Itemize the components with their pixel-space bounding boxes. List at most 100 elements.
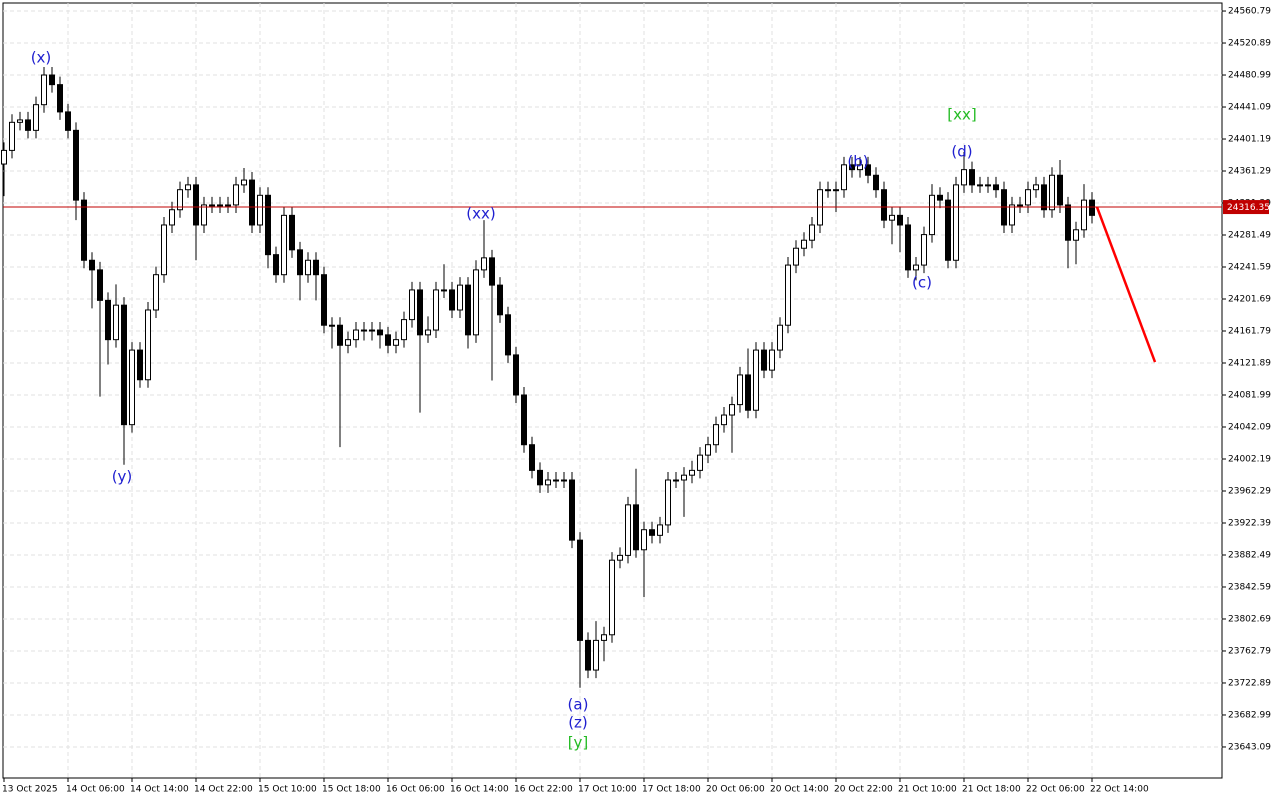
candle-body xyxy=(849,164,855,171)
candle-body xyxy=(425,329,431,336)
candle-body xyxy=(1057,174,1063,206)
candle-body xyxy=(553,479,559,482)
candle-body xyxy=(305,259,311,276)
candle-body xyxy=(673,479,679,482)
candle-body xyxy=(689,469,695,476)
candle-body xyxy=(321,274,327,326)
candle-body xyxy=(401,319,407,341)
candle-body xyxy=(49,74,55,86)
candle-body xyxy=(753,349,759,411)
candle-body xyxy=(721,414,727,426)
candle-body xyxy=(729,404,735,416)
x-tick-label: 16 Oct 22:00 xyxy=(514,785,573,795)
wave-label: (y) xyxy=(112,468,133,486)
x-tick-label: 16 Oct 06:00 xyxy=(386,785,445,795)
candle-body xyxy=(577,539,583,641)
y-tick-label: 23842.59 xyxy=(1228,582,1271,592)
candle-body xyxy=(633,504,639,551)
last-price-box xyxy=(1223,200,1269,215)
y-tick-label: 23922.39 xyxy=(1228,518,1271,528)
candle-body xyxy=(41,74,47,106)
candle-body xyxy=(1049,174,1055,211)
candle-body xyxy=(89,259,95,271)
candle-body xyxy=(497,284,503,316)
candle-body xyxy=(681,474,687,481)
candle-body xyxy=(225,204,231,207)
candle-body xyxy=(657,524,663,536)
candle-body xyxy=(977,184,983,187)
candle-body xyxy=(969,169,975,186)
candle-body xyxy=(825,189,831,192)
candle-body xyxy=(625,504,631,556)
candle-body xyxy=(441,289,447,292)
forecast-line xyxy=(1095,206,1157,363)
candle-body xyxy=(473,269,479,336)
y-tick-label: 24401.19 xyxy=(1228,135,1271,145)
candle-body xyxy=(745,374,751,411)
candle-body xyxy=(489,257,495,286)
plot-frame xyxy=(2,2,1223,779)
candle-body xyxy=(241,179,247,186)
candle-body xyxy=(417,289,423,336)
x-tick-label: 20 Oct 06:00 xyxy=(706,785,765,795)
x-tick-label: 14 Oct 06:00 xyxy=(66,785,125,795)
candle-body xyxy=(201,204,207,226)
candle-body xyxy=(97,269,103,301)
candle-body xyxy=(193,184,199,226)
x-tick-label: 20 Oct 14:00 xyxy=(770,785,829,795)
candle-body xyxy=(185,184,191,191)
wave-label: (x) xyxy=(31,49,52,67)
candle-body xyxy=(281,214,287,276)
candle-body xyxy=(569,479,575,541)
y-tick-label: 23802.69 xyxy=(1228,614,1271,624)
y-tick-label: 23762.79 xyxy=(1228,646,1271,656)
candle-body xyxy=(457,284,463,311)
candle-body xyxy=(313,259,319,276)
y-tick-label: 24042.09 xyxy=(1228,422,1271,432)
candle-body xyxy=(369,329,375,332)
candle-body xyxy=(921,234,927,266)
candle-body xyxy=(1065,204,1071,241)
x-tick-label: 22 Oct 06:00 xyxy=(1026,785,1085,795)
candle-body xyxy=(713,424,719,446)
candle-body xyxy=(161,224,167,276)
candle-body xyxy=(857,164,863,171)
candle-body xyxy=(273,254,279,276)
candle-body xyxy=(913,264,919,271)
candle-body xyxy=(841,164,847,191)
y-tick-label: 24281.49 xyxy=(1228,231,1271,241)
candle-body xyxy=(65,111,71,131)
candle-body xyxy=(761,349,767,371)
candle-body xyxy=(945,199,951,261)
candle-body xyxy=(649,529,655,536)
candle-body xyxy=(73,129,79,201)
candle-body xyxy=(521,394,527,446)
candle-body xyxy=(377,329,383,336)
wave-label: (a) xyxy=(568,696,589,714)
last-price-label: 24316.35 xyxy=(1227,203,1270,213)
candle-body xyxy=(481,257,487,271)
candle-body xyxy=(121,304,127,426)
candle-body xyxy=(153,274,159,311)
candle-body xyxy=(409,289,415,321)
candle-body xyxy=(641,529,647,551)
candle-body xyxy=(665,479,671,526)
y-tick-label: 24121.89 xyxy=(1228,359,1271,369)
y-tick-label: 23722.89 xyxy=(1228,678,1271,688)
candle-body xyxy=(25,119,31,131)
y-tick-label: 24201.69 xyxy=(1228,295,1271,305)
candle-body xyxy=(937,194,943,201)
candle-body xyxy=(513,354,519,396)
candle-body xyxy=(81,199,87,261)
x-tick-label: 13 Oct 2025 xyxy=(2,785,58,795)
candle-body xyxy=(561,479,567,482)
candle-body xyxy=(833,189,839,192)
x-tick-label: 15 Oct 10:00 xyxy=(258,785,317,795)
candle-body xyxy=(793,247,799,266)
x-tick-label: 14 Oct 14:00 xyxy=(130,785,189,795)
x-tick-label: 14 Oct 22:00 xyxy=(194,785,253,795)
candle-body xyxy=(145,309,151,381)
candle-body xyxy=(209,204,215,207)
candle-body xyxy=(985,184,991,187)
